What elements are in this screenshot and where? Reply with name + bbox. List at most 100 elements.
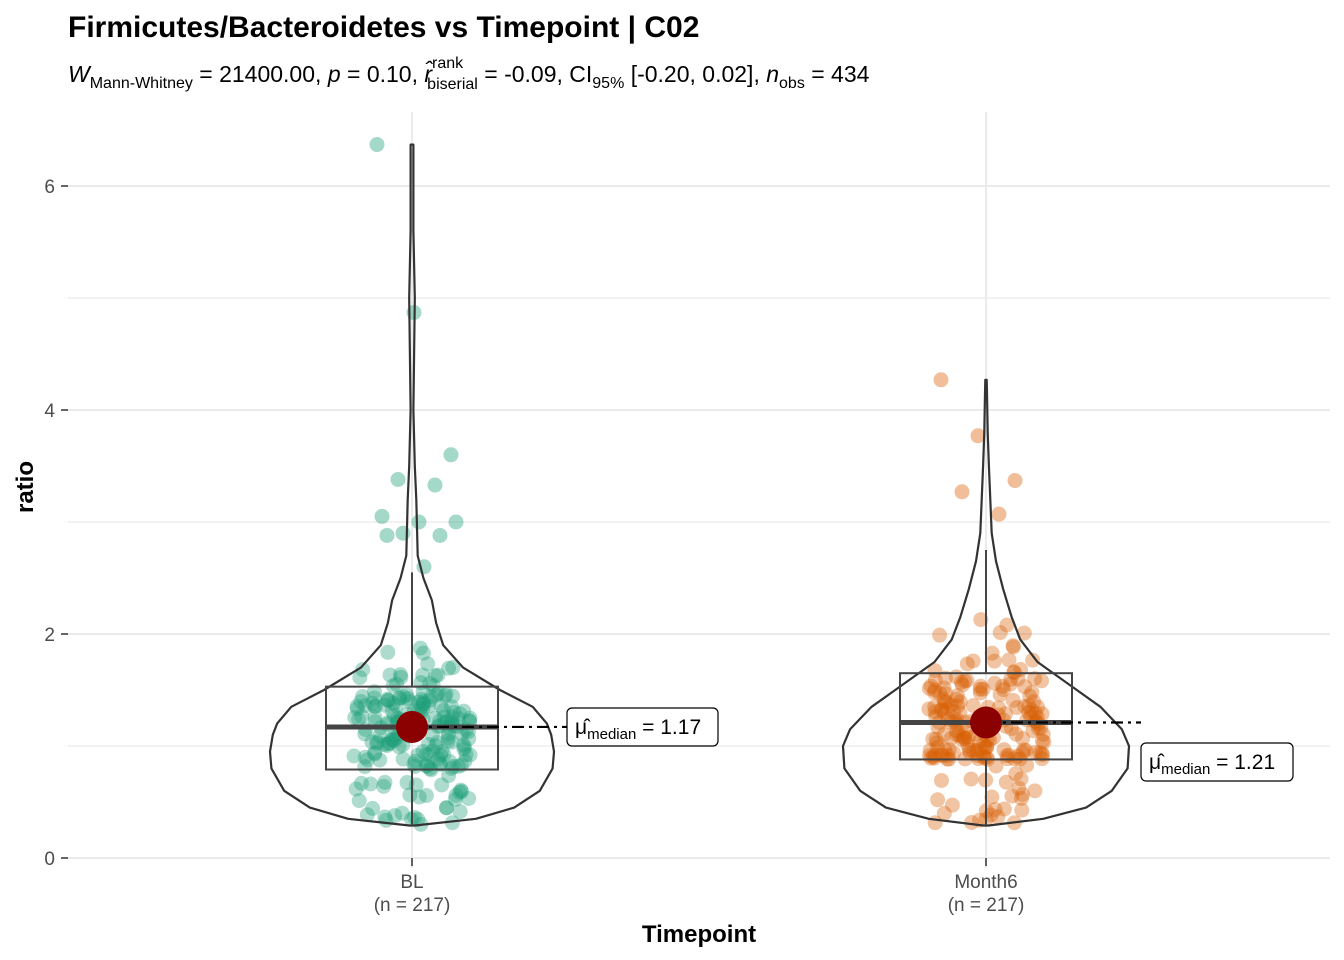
data-point [412, 640, 428, 656]
y-tick-label: 6 [44, 177, 55, 198]
data-point [425, 743, 441, 759]
data-point [1010, 748, 1026, 764]
data-point [952, 694, 968, 710]
data-point [996, 682, 1012, 698]
data-point [1026, 694, 1042, 710]
grid [68, 112, 1330, 868]
data-point [347, 710, 363, 726]
data-point [357, 749, 373, 765]
data-point [932, 627, 948, 643]
data-point [411, 694, 427, 710]
x-axis-title: Timepoint [642, 921, 756, 948]
data-point [930, 739, 946, 755]
data-point [1027, 671, 1043, 687]
data-point [444, 815, 460, 831]
data-point [996, 742, 1012, 758]
data-point [1021, 698, 1037, 714]
data-point [359, 752, 375, 768]
data-point [1021, 704, 1037, 720]
data-point-outlier [954, 484, 970, 500]
data-point [399, 775, 415, 791]
data-point [348, 781, 364, 797]
data-point [927, 682, 943, 698]
data-point [437, 688, 453, 704]
data-point [385, 695, 401, 711]
data-point [925, 749, 941, 765]
data-point [996, 801, 1012, 817]
median-label-symbol: μ̂ [575, 716, 591, 739]
data-point [1034, 706, 1050, 722]
data-point [366, 684, 382, 700]
data-point [451, 711, 467, 727]
data-point [1008, 766, 1024, 782]
data-point [391, 739, 407, 755]
data-point [353, 775, 369, 791]
data-point [1005, 638, 1021, 654]
data-point [1013, 661, 1029, 677]
data-point [927, 704, 943, 720]
data-point [936, 680, 952, 696]
data-point [441, 660, 457, 676]
data-point [452, 784, 468, 800]
data-point [970, 742, 986, 758]
data-point [1035, 726, 1051, 742]
subtitle-w-value: = 21400.00, [193, 61, 328, 87]
data-point [927, 663, 943, 679]
data-point [388, 698, 404, 714]
data-point-outlier [427, 477, 443, 493]
median-label-box [1140, 742, 1294, 782]
data-point [1015, 730, 1031, 746]
data-point [365, 695, 381, 711]
median-label-symbol: μ̂ [1149, 751, 1165, 774]
data-point [941, 742, 957, 758]
data-point [968, 743, 984, 759]
data-point [376, 778, 392, 794]
data-point [1003, 721, 1019, 737]
median-point [970, 706, 1002, 739]
data-point [415, 696, 431, 712]
data-point [962, 745, 978, 761]
data-point [379, 691, 395, 707]
data-point [1011, 780, 1027, 796]
data-point [1034, 745, 1050, 761]
data-point [1025, 652, 1041, 668]
data-point-outlier [933, 372, 949, 388]
median-label: μ̂median = 1.21 [1149, 751, 1275, 778]
data-point [441, 768, 457, 784]
data-point [434, 744, 450, 760]
data-point [402, 787, 418, 803]
data-point [418, 788, 434, 804]
data-point [1010, 671, 1026, 687]
data-point [379, 738, 395, 754]
data-point-outlier [369, 137, 385, 153]
median-labels: μ̂median = 1.17μ̂median = 1.21 [396, 706, 1294, 782]
data-point [964, 814, 980, 830]
data-point [1032, 745, 1048, 761]
data-point [427, 710, 443, 726]
data-point [462, 747, 478, 763]
x-tick-label: BL [400, 872, 423, 893]
data-point-outlier [390, 471, 406, 487]
data-point [1025, 723, 1041, 739]
data-point [456, 703, 472, 719]
data-point [1005, 639, 1021, 655]
data-point [382, 667, 398, 683]
data-point [428, 668, 444, 684]
data-point [954, 732, 970, 748]
subtitle-r-sup: rank [432, 55, 464, 72]
data-point [1001, 652, 1017, 668]
data-point [1019, 757, 1035, 773]
y-tick-label: 4 [44, 401, 55, 422]
data-point [960, 729, 976, 745]
x-tick-count: (n = 217) [374, 895, 451, 916]
data-point [440, 733, 456, 749]
data-point [1022, 688, 1038, 704]
data-point [937, 694, 953, 710]
data-point [432, 756, 448, 772]
data-point [380, 644, 396, 660]
data-point [384, 703, 400, 719]
data-point [410, 811, 426, 827]
data-point [923, 750, 939, 766]
data-point [406, 756, 422, 772]
data-point [410, 747, 426, 763]
